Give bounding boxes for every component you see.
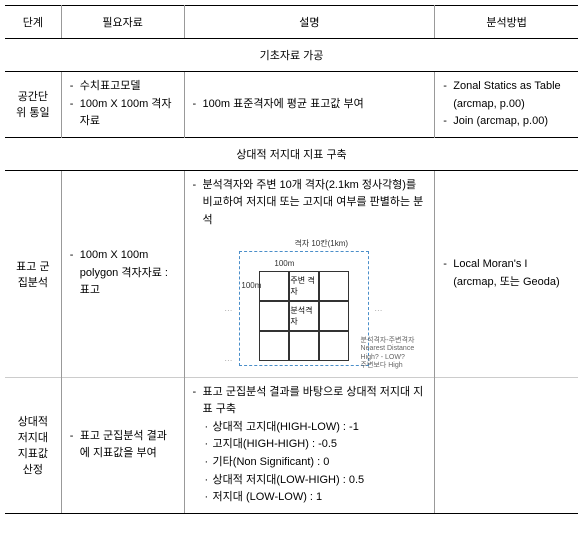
method-item: Zonal Statics as Table (arcmap, p.00) xyxy=(443,78,570,113)
desc-sub-item: 기타(Non Significant) : 0 xyxy=(203,454,427,472)
desc-cell: 100m 표준격자에 평균 표고값 부여 xyxy=(184,72,435,138)
table-row: 상대적 저지대 지표값 산정 표고 군집분석 결과에 지표값을 부여 표고 군집… xyxy=(5,377,578,513)
stage-cell: 공간단위 통일 xyxy=(5,72,61,138)
table-header: 단계 필요자료 설명 분석방법 xyxy=(5,6,578,39)
table-row: 표고 군집분석 100m X 100m polygon 격자자료 : 표고 분석… xyxy=(5,170,578,377)
need-item: 100m X 100m 격자자료 xyxy=(70,96,176,131)
section-1-title: 기초자료 가공 xyxy=(5,39,578,72)
analysis-table: 단계 필요자료 설명 분석방법 기초자료 가공 공간단위 통일 수치표고모델 1… xyxy=(5,5,578,514)
header-need: 필요자료 xyxy=(61,6,184,39)
method-cell: Zonal Statics as Table (arcmap, p.00) Jo… xyxy=(435,72,578,138)
diagram-top-label: 격자 10칸(1km) xyxy=(294,238,348,249)
stage-cell: 표고 군집분석 xyxy=(5,170,61,377)
desc-cell: 표고 군집분석 결과를 바탕으로 상대적 저지대 지표 구축 상대적 고지대(H… xyxy=(184,377,435,513)
desc-item: 100m 표준격자에 평균 표고값 부여 xyxy=(193,96,427,114)
section-2-title: 상대적 저지대 지표 구축 xyxy=(5,137,578,170)
desc-item: 분석격자와 주변 10개 격자(2.1km 정사각형)를 비교하여 저지대 또는… xyxy=(193,177,427,230)
method-cell: Local Moran's I (arcmap, 또는 Geoda) xyxy=(435,170,578,377)
desc-sub-item: 저지대 (LOW-LOW) : 1 xyxy=(203,489,427,507)
dots-icon: ··· xyxy=(224,306,232,315)
need-cell: 표고 군집분석 결과에 지표값을 부여 xyxy=(61,377,184,513)
header-stage: 단계 xyxy=(5,6,61,39)
header-desc: 설명 xyxy=(184,6,435,39)
need-item: 100m X 100m polygon 격자자료 : 표고 xyxy=(70,247,176,300)
method-item: Join (arcmap, p.00) xyxy=(443,113,570,131)
desc-cell: 분석격자와 주변 10개 격자(2.1km 정사각형)를 비교하여 저지대 또는… xyxy=(184,170,435,377)
stage-cell: 상대적 저지대 지표값 산정 xyxy=(5,377,61,513)
header-method: 분석방법 xyxy=(435,6,578,39)
desc-sub-item: 상대적 고지대(HIGH-LOW) : -1 xyxy=(203,419,427,437)
diagram-inner-grid: 주변 격자 분석격자 xyxy=(259,271,349,361)
dots-icon: ··· xyxy=(224,356,232,365)
need-cell: 100m X 100m polygon 격자자료 : 표고 xyxy=(61,170,184,377)
need-cell: 수치표고모델 100m X 100m 격자자료 xyxy=(61,72,184,138)
dots-icon: ··· xyxy=(374,306,382,315)
diagram-cell-label: 주변 격자 xyxy=(289,271,319,301)
desc-sub-item: 상대적 저지대(LOW-HIGH) : 0.5 xyxy=(203,472,427,490)
desc-sub-item: 고지대(HIGH-HIGH) : -0.5 xyxy=(203,436,427,454)
diagram-cell-label: 분석격자 xyxy=(289,301,319,331)
table-row: 공간단위 통일 수치표고모델 100m X 100m 격자자료 100m 표준격… xyxy=(5,72,578,138)
need-item: 표고 군집분석 결과에 지표값을 부여 xyxy=(70,428,176,463)
need-item: 수치표고모델 xyxy=(70,78,176,96)
diagram-note: 분석격자-주변격자 Nearest Distance High? - LOW? … xyxy=(361,337,415,371)
desc-intro: 표고 군집분석 결과를 바탕으로 상대적 저지대 지표 구축 xyxy=(193,384,427,419)
section-1-title-row: 기초자료 가공 xyxy=(5,39,578,72)
grid-diagram: 격자 10칸(1km) 100m 100m ··· ··· ··· 주변 격자 … xyxy=(204,236,414,371)
method-cell xyxy=(435,377,578,513)
method-item: Local Moran's I (arcmap, 또는 Geoda) xyxy=(443,256,570,291)
section-2-title-row: 상대적 저지대 지표 구축 xyxy=(5,137,578,170)
